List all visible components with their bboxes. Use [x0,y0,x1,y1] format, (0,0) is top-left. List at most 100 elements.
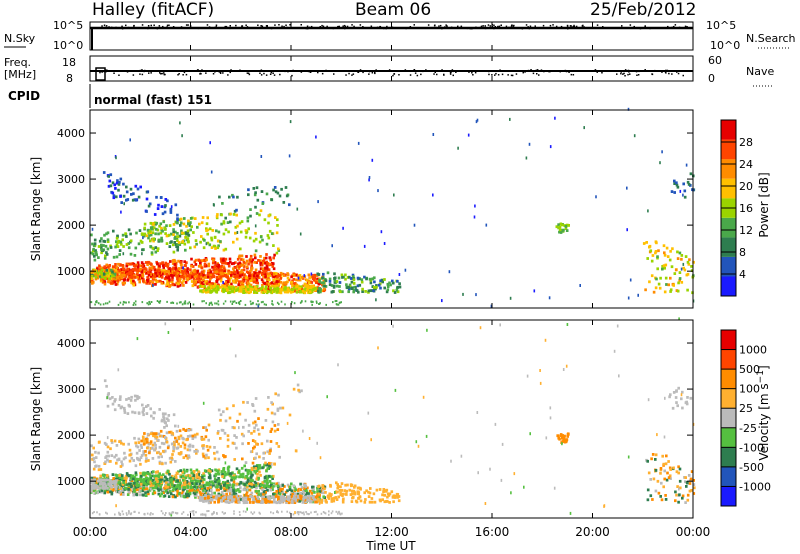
power-cell [216,285,219,288]
power-speck [257,304,260,308]
velocity-cell [262,457,265,460]
nsky-sample [283,25,285,28]
nsky-sample [446,25,448,27]
velocity-cell [267,498,271,501]
velocity-cell [294,498,297,501]
velocity-cell [114,485,118,489]
power-cell [185,224,188,228]
power-cell [141,248,144,252]
power-cell [269,286,272,290]
power-cell [675,289,679,292]
power-cell [673,272,677,275]
power-cell [261,202,265,205]
power-speck [441,299,443,303]
nsky-sample [575,25,578,28]
nsky-sample [310,25,313,28]
power-cell [322,289,326,293]
ground-scatter [133,302,135,305]
power-colorbar-segment [721,178,736,199]
nsky-sample [153,24,155,26]
power-cell [204,276,207,279]
power-cell [353,285,357,289]
nave-sample [497,74,500,76]
power-cell [167,275,171,279]
velocity-cell [183,480,187,484]
power-cell [248,272,252,275]
power-cell [121,238,124,242]
nsky-sample [629,24,632,26]
power-cell [312,287,315,291]
nave-sample [559,70,561,73]
power-speck [303,274,306,278]
nsky-sample [359,24,362,26]
power-cell [186,269,189,273]
power-cell [385,290,389,294]
power-cell [90,280,93,283]
nave-sample [199,70,202,73]
velocity-cell [179,475,183,479]
power-speck [533,289,536,293]
velocity-cell [213,451,216,455]
nsearch-tick-top: 10^5 [706,19,736,32]
power-cell [318,280,322,284]
velocity-cell [207,481,211,485]
power-cell [676,257,680,260]
ground-scatter [97,302,100,305]
velocity-cell [121,491,125,494]
nave-sample [247,72,250,74]
nsky-sample [588,27,590,29]
velocity-cell [155,484,158,488]
velocity-cell [264,491,267,494]
velocity-cell [201,452,205,456]
velocity-cell [109,490,112,494]
nsky-sample [534,25,536,27]
nave-sample [471,72,473,74]
power-cell [659,276,662,280]
nsky-sample [305,27,308,30]
velocity-cell [272,492,275,496]
nave-sample [601,72,603,74]
nave-sample [511,74,514,77]
nsky-sample [405,27,407,30]
ground-scatter [235,302,238,304]
power-cell [165,273,169,276]
nsky-sample [511,26,514,29]
velocity-cell [238,475,241,479]
velocity-cell [106,450,110,454]
nsky-sample [162,25,164,28]
power-cell [245,231,248,235]
power-cell [195,242,198,246]
nsky-sample [500,24,502,26]
velocity-cell [204,426,207,429]
velocity-cell [231,426,235,429]
power-cell [318,278,321,282]
velocity-cell [278,489,282,493]
velocity-cell [244,468,248,472]
velocity-cell [236,497,240,500]
velocity-cell [142,436,145,440]
power-speck [260,155,263,158]
nsky-sample [168,24,170,26]
velocity-cell [197,470,200,474]
velocity-cell [135,473,138,477]
power-cell [221,288,225,291]
velocity-cell [266,463,270,467]
velocity-cell [181,470,184,474]
nave-sample [627,73,629,76]
power-cell [130,281,133,285]
power-cell [277,282,281,286]
velocity-cell [210,469,214,473]
velocity-cell [178,429,182,433]
nsky-sample [434,24,436,26]
velocity-cell [102,482,106,485]
velocity-cell [121,463,124,467]
power-cell [246,278,250,282]
power-cell [175,281,178,285]
power-cell [184,281,188,284]
power-cell [189,228,192,232]
nsky-sample [549,24,552,27]
velocity-cell [308,496,312,500]
power-cell [136,265,140,269]
power-cell [319,287,322,291]
power-cell [261,267,265,271]
